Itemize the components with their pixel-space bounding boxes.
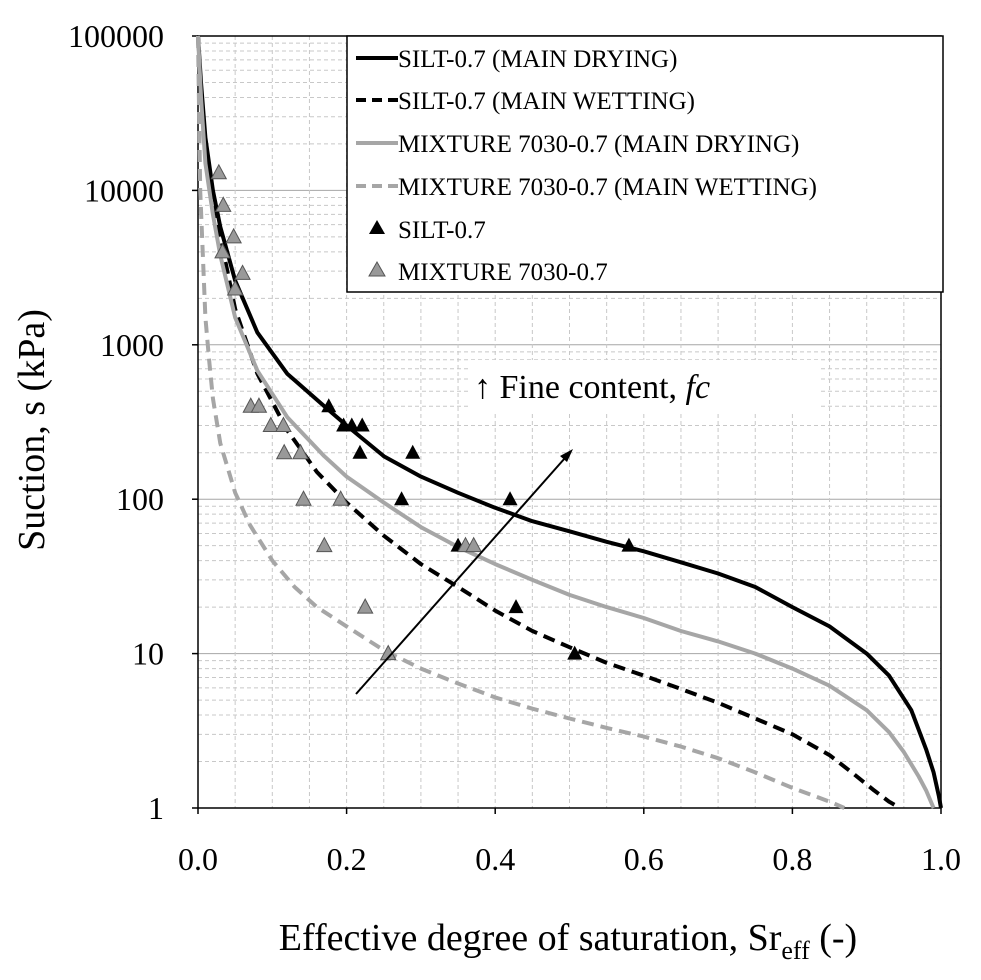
annotation-background <box>468 360 820 412</box>
x-tick-label: 0.2 <box>327 841 367 877</box>
x-tick-label: 1.0 <box>921 841 961 877</box>
data-point-5 <box>332 490 349 506</box>
data-point-5 <box>315 536 333 553</box>
data-point-5 <box>262 416 280 433</box>
data-point-5 <box>234 264 251 280</box>
data-point-5 <box>292 443 309 460</box>
data-point-4 <box>354 417 370 432</box>
legend-label-silt-drying: SILT-0.7 (MAIN DRYING) <box>398 46 677 73</box>
data-point-5 <box>465 536 482 553</box>
legend-box <box>346 35 944 293</box>
data-point-5 <box>275 443 293 460</box>
data-point-4 <box>508 599 524 614</box>
legend-marker-silt <box>369 220 385 234</box>
data-point-5 <box>275 416 292 433</box>
series-line-1 <box>196 35 902 810</box>
data-point-4 <box>567 645 583 660</box>
y-axis-title: Suction, s (kPa) <box>11 309 53 551</box>
x-tick-label: 0.0 <box>178 841 218 877</box>
annotation-label: ↑ Fine content, fc <box>474 369 710 406</box>
data-point-5 <box>295 490 312 506</box>
data-point-5 <box>225 227 242 244</box>
markers-layer <box>210 163 637 661</box>
annotation-arrow <box>355 457 566 695</box>
y-tick-label: 10 <box>132 636 164 672</box>
legend-marker-mixture <box>368 260 386 277</box>
data-point-5 <box>356 598 374 614</box>
y-tick-label: 1000 <box>100 327 164 363</box>
y-tick-label: 1 <box>148 790 164 826</box>
x-tick-label: 0.8 <box>772 841 812 877</box>
series-line-0 <box>196 35 943 809</box>
y-tick-label: 10000 <box>84 172 164 208</box>
data-point-5 <box>214 242 231 259</box>
series-line-2 <box>196 35 936 809</box>
legend-label-mixture-drying: MIXTURE 7030-0.7 (MAIN DRYING) <box>398 131 799 158</box>
data-point-4 <box>405 444 421 459</box>
data-point-4 <box>621 537 637 552</box>
annotation-arrowhead <box>560 449 573 462</box>
series-line-3 <box>196 35 846 810</box>
data-point-5 <box>210 163 228 180</box>
x-axis-ticks: 0.0 0.2 0.4 0.6 0.8 1.0 <box>178 808 961 877</box>
legend-label-silt-points: SILT-0.7 <box>398 217 486 244</box>
data-point-5 <box>214 196 232 212</box>
x-tick-label: 0.4 <box>475 841 515 877</box>
data-point-4 <box>344 417 360 432</box>
legend-label-mixture-wetting: MIXTURE 7030-0.7 (MAIN WETTING) <box>398 174 817 201</box>
x-tick-label: 0.6 <box>624 841 664 877</box>
data-point-4 <box>352 444 368 459</box>
data-point-4 <box>394 491 410 506</box>
series-layer <box>196 35 943 810</box>
y-axis-ticks: 1 10 100 1000 10000 100000 <box>68 18 198 826</box>
legend-label-mixture-points: MIXTURE 7030-0.7 <box>398 259 608 286</box>
data-point-4 <box>502 491 518 506</box>
y-tick-label: 100000 <box>68 18 164 54</box>
legend-label-silt-wetting: SILT-0.7 (MAIN WETTING) <box>398 88 695 115</box>
x-axis-title: Effective degree of saturation, Sreff (-… <box>279 917 857 965</box>
y-tick-label: 100 <box>116 481 164 517</box>
data-point-5 <box>250 397 268 413</box>
legend: SILT-0.7 (MAIN DRYING) SILT-0.7 (MAIN WE… <box>346 35 944 293</box>
data-point-4 <box>321 398 337 413</box>
data-point-5 <box>226 279 244 296</box>
